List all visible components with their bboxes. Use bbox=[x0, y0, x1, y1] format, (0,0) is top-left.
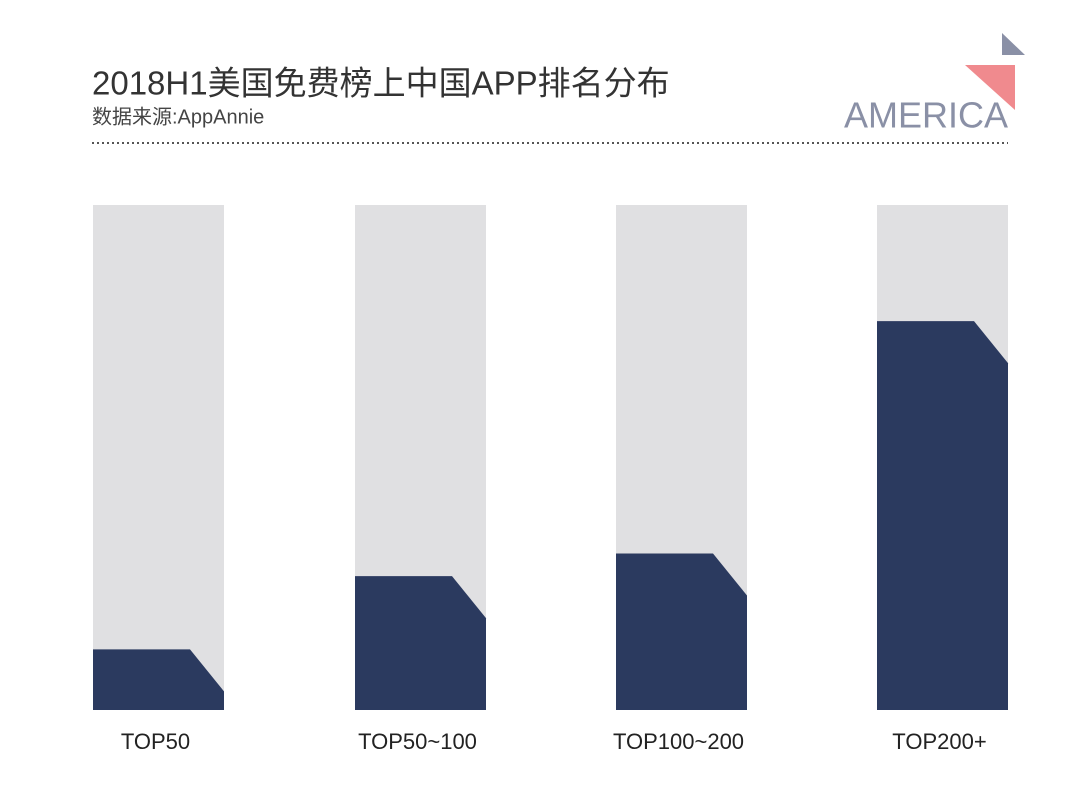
x-tick-label: TOP50 bbox=[121, 729, 190, 754]
bar bbox=[877, 321, 1008, 710]
bar bbox=[355, 576, 486, 710]
bar-track bbox=[93, 205, 224, 710]
bar bbox=[93, 649, 224, 710]
x-tick-label: TOP200+ bbox=[892, 729, 986, 754]
x-tick-label: TOP50~100 bbox=[358, 729, 477, 754]
bar bbox=[616, 553, 747, 710]
logo-triangle bbox=[1002, 33, 1025, 55]
brand: AMERICA bbox=[844, 95, 1008, 136]
logo-triangle bbox=[965, 65, 1015, 110]
chart-title: 2018H1美国免费榜上中国APP排名分布 bbox=[92, 65, 670, 102]
x-tick-label: TOP100~200 bbox=[613, 729, 744, 754]
chart-subtitle: 数据来源:AppAnnie bbox=[92, 105, 264, 128]
